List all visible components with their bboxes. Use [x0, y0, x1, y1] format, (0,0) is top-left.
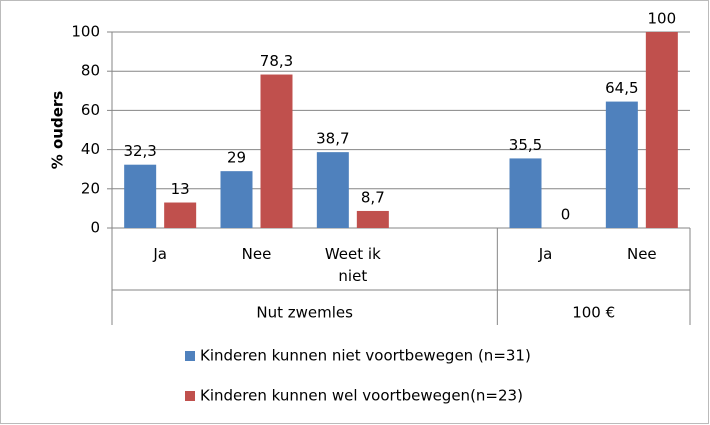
x-tick-label: Ja	[538, 245, 553, 263]
legend-label: Kinderen kunnen wel voortbewegen(n=23)	[200, 387, 523, 405]
bar	[124, 164, 157, 228]
x-tick-label: Nee	[626, 245, 657, 263]
y-tick-label: 80	[81, 62, 100, 80]
data-label: 29	[227, 149, 246, 167]
data-label: 38,7	[316, 130, 349, 148]
y-tick-label: 20	[81, 179, 100, 197]
data-label: 35,5	[509, 136, 542, 154]
data-label: 64,5	[605, 79, 638, 97]
data-label: 8,7	[361, 188, 385, 206]
x-tick-label: Nee	[241, 245, 272, 263]
group-label: 100 €	[572, 304, 615, 322]
x-tick-label: Ja	[153, 245, 167, 263]
y-tick-label: 0	[90, 219, 100, 237]
data-label: 13	[171, 180, 190, 198]
y-axis-label: % ouders	[49, 91, 67, 170]
legend-label: Kinderen kunnen niet voortbewegen (n=31)	[200, 347, 531, 365]
bar	[509, 158, 542, 228]
bar	[605, 101, 638, 228]
bar	[164, 202, 197, 228]
group-label: Nut zwemles	[256, 304, 353, 322]
y-tick-label: 40	[81, 140, 100, 158]
bar	[260, 74, 293, 228]
bar	[645, 32, 678, 228]
bar	[316, 152, 349, 228]
y-tick-label: 60	[81, 101, 100, 119]
data-label: 0	[561, 206, 571, 224]
y-tick-label: 100	[71, 23, 100, 41]
legend-swatch	[185, 391, 195, 401]
x-tick-label: Weet ik niet	[324, 245, 381, 285]
data-label: 100	[648, 10, 677, 28]
bar	[220, 171, 253, 228]
data-label: 78,3	[260, 52, 293, 70]
data-label: 32,3	[123, 142, 156, 160]
legend-swatch	[185, 351, 195, 361]
bar	[356, 210, 389, 228]
